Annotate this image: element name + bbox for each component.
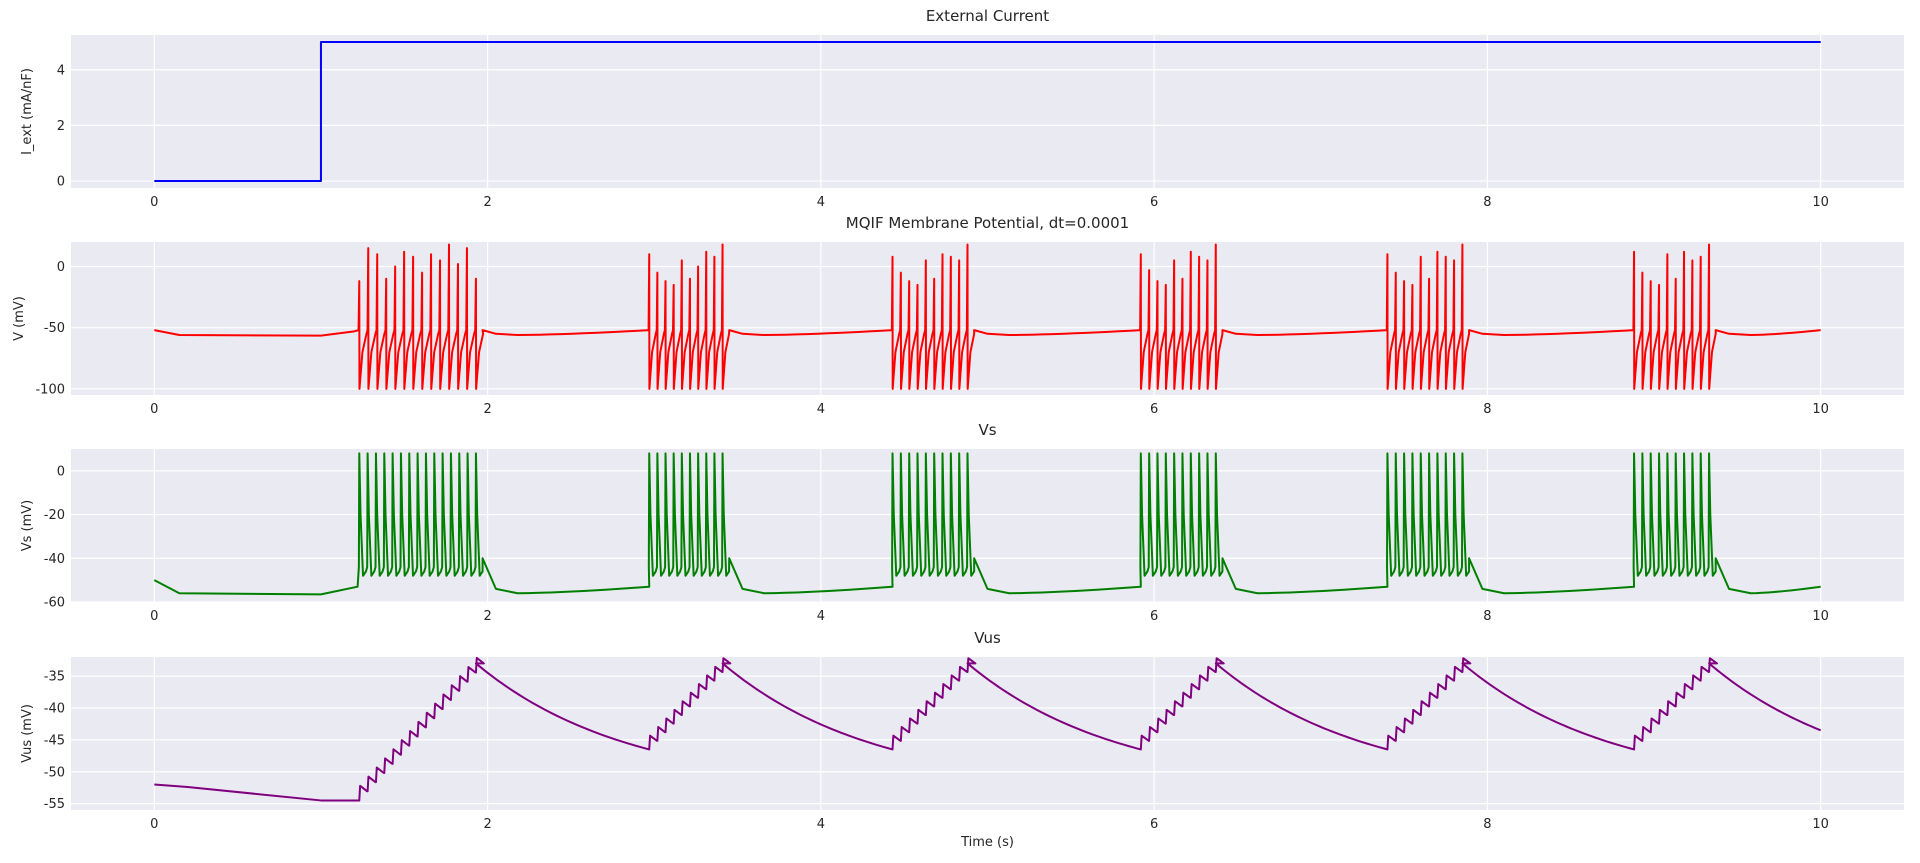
panel-title: MQIF Membrane Potential, dt=0.0001: [846, 214, 1129, 232]
y-axis-label: Vus (mV): [20, 704, 35, 763]
series-line: [154, 40, 1821, 183]
panel-title: Vs: [978, 421, 996, 439]
y-tick-label: -40: [44, 552, 65, 567]
plot-area: [71, 35, 1904, 188]
series-line: [154, 243, 1821, 390]
x-tick-label: 0: [150, 609, 158, 624]
panel-title: Vus: [974, 629, 1001, 647]
series-line: [154, 656, 1822, 802]
y-tick-label: -35: [44, 670, 65, 685]
x-tick-label: 4: [817, 817, 825, 832]
panel-vus: 0 2 4 6 8 10 -35 -40 -45 -50 -55 Vus Vus (mV) Time (s…: [20, 629, 1904, 850]
y-tick-label: -40: [44, 702, 65, 717]
y-tick-label: -50: [44, 765, 65, 780]
y-tick-label: 0: [57, 464, 65, 479]
plot-area: [71, 657, 1904, 810]
x-tick-label: 6: [1150, 402, 1158, 417]
x-tick-label: 0: [150, 195, 158, 210]
plot-area: [71, 242, 1904, 395]
x-tick-label: 8: [1483, 402, 1491, 417]
x-tick-label: 2: [483, 402, 491, 417]
x-tick-label: 8: [1483, 195, 1491, 210]
x-tick-label: 10: [1812, 609, 1829, 624]
y-tick-label: 0: [57, 260, 65, 275]
y-tick-label: 4: [57, 63, 65, 78]
panel-title: External Current: [926, 7, 1049, 25]
x-tick-label: 6: [1150, 817, 1158, 832]
y-axis-label: V (mV): [12, 296, 27, 341]
x-tick-label: 10: [1812, 817, 1829, 832]
y-tick-label: -60: [44, 596, 65, 611]
x-tick-label: 0: [150, 817, 158, 832]
x-tick-label: 10: [1812, 402, 1829, 417]
y-axis-label: Vs (mV): [20, 500, 35, 552]
x-tick-label: 4: [817, 195, 825, 210]
y-tick-label: -50: [44, 321, 65, 336]
x-tick-label: 2: [483, 609, 491, 624]
x-axis-label: Time (s): [960, 835, 1014, 850]
y-tick-label: 0: [57, 175, 65, 190]
x-tick-label: 8: [1483, 817, 1491, 832]
y-tick-label: -45: [44, 733, 65, 748]
x-tick-label: 4: [817, 609, 825, 624]
x-tick-label: 2: [483, 195, 491, 210]
panel-membrane-potential: 0 2 4 6 8 10 0 -50 -100 MQIF Membrane Potential, …: [12, 214, 1904, 417]
y-axis-label: I_ext (mA/nF): [20, 68, 35, 155]
y-tick-label: -20: [44, 508, 65, 523]
panel-vs: 0 2 4 6 8 10 0 -20 -40 -60 Vs Vs (mV): [20, 421, 1904, 624]
panel-external-current: 0 2 4 6 8 10 0 2 4 External Current I_ext (mA/nF): [20, 7, 1904, 210]
y-tick-label: -100: [35, 382, 65, 397]
y-tick-label: -55: [44, 797, 65, 812]
y-tick-label: 2: [57, 119, 65, 134]
series-line: [153, 452, 1821, 596]
x-tick-label: 8: [1483, 609, 1491, 624]
x-tick-label: 0: [150, 402, 158, 417]
x-tick-label: 2: [483, 817, 491, 832]
x-tick-label: 10: [1812, 195, 1829, 210]
x-tick-label: 6: [1150, 609, 1158, 624]
x-tick-label: 4: [817, 402, 825, 417]
x-tick-label: 6: [1150, 195, 1158, 210]
plot-area: [71, 449, 1904, 602]
